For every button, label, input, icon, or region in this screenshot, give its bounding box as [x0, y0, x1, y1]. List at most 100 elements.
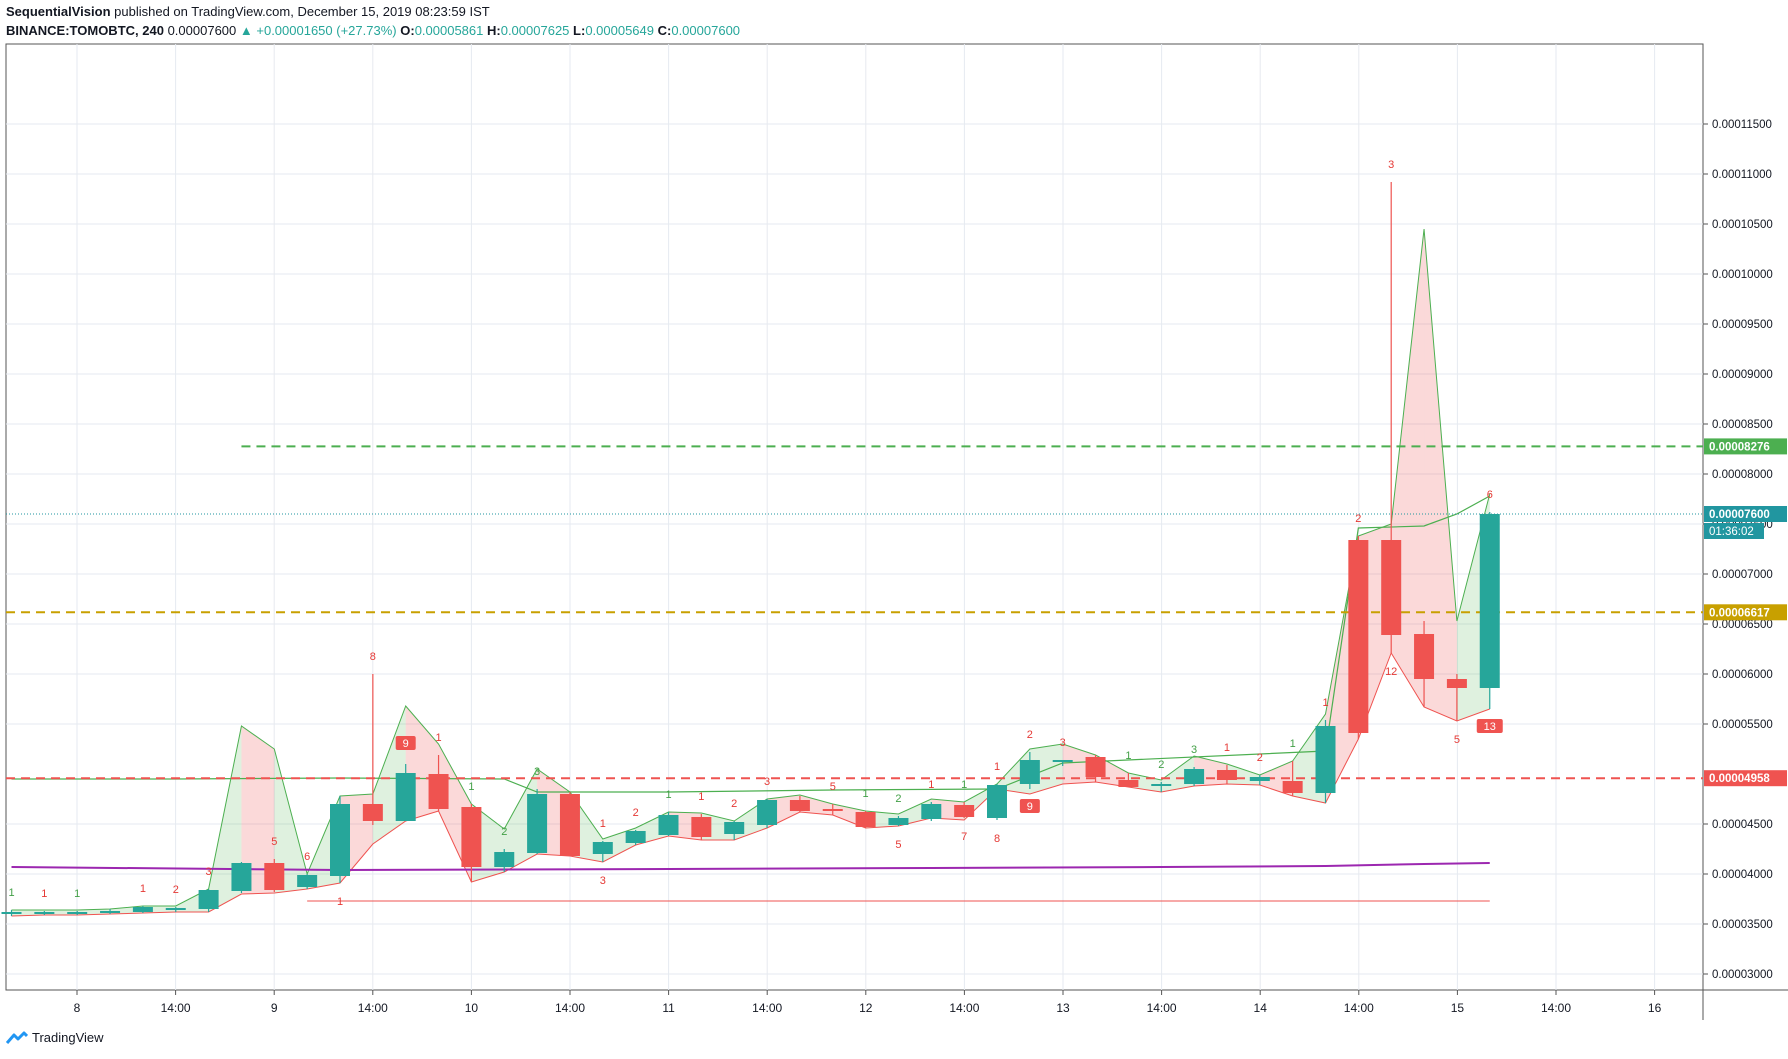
- setup-count: 2: [1158, 759, 1164, 771]
- setup-count: 2: [731, 798, 737, 810]
- setup-count: 3: [534, 766, 540, 778]
- x-tick-label: 12: [859, 1001, 873, 1015]
- footer-brand[interactable]: TradingView: [32, 1030, 104, 1045]
- candle: [132, 906, 153, 913]
- candle: [1184, 767, 1205, 786]
- x-tick-label: 11: [662, 1001, 675, 1015]
- low-value: 0.00005649: [585, 23, 654, 38]
- candle-body: [67, 912, 88, 914]
- countdown-bg: [1704, 523, 1764, 539]
- candle-body: [165, 908, 186, 910]
- candle-body: [658, 815, 679, 835]
- setup-count: 6: [304, 851, 310, 863]
- candle-body: [789, 800, 810, 811]
- level-label: 0.00006617: [1709, 607, 1770, 619]
- y-tick-label: 0.00004000: [1712, 869, 1773, 881]
- candle: [1315, 720, 1336, 803]
- candle: [1118, 773, 1139, 787]
- candle: [592, 841, 613, 862]
- level-label: 0.00007600: [1709, 509, 1770, 521]
- high-value: 0.00007625: [500, 23, 570, 38]
- candle: [100, 909, 121, 914]
- candle-body: [1414, 634, 1435, 679]
- candle-body: [132, 907, 153, 912]
- setup-count: 2: [173, 884, 179, 896]
- candle-body: [559, 794, 580, 856]
- level-label-bg: [1704, 604, 1787, 621]
- candle: [1282, 761, 1303, 796]
- setup-count: 1: [928, 779, 934, 791]
- candle-body: [461, 807, 482, 867]
- candle-body: [264, 863, 285, 890]
- setup-count: 1: [1322, 697, 1328, 709]
- x-tick-label: 14:00: [949, 1001, 979, 1015]
- setup-count: 1: [435, 732, 441, 744]
- candle-body: [822, 809, 843, 811]
- plot-area: [5, 43, 1704, 991]
- candle-body: [888, 818, 909, 825]
- high-label: H:: [487, 23, 501, 38]
- candle-body: [855, 812, 876, 827]
- trend-line: [11, 495, 1491, 793]
- setup-count: 2: [895, 793, 901, 805]
- y-tick-label: 0.00010000: [1712, 269, 1773, 281]
- candle: [1446, 674, 1467, 721]
- setup-count: 2: [501, 826, 507, 838]
- open-value: 0.00005861: [414, 23, 484, 38]
- x-tick-label: 14:00: [1541, 1001, 1571, 1015]
- setup-count: 1: [600, 818, 606, 830]
- setup-count: 12: [1385, 666, 1397, 678]
- candle: [888, 816, 909, 826]
- setup-count: 1: [1290, 738, 1296, 750]
- candle-body: [1151, 784, 1172, 786]
- candle: [724, 821, 745, 840]
- lower-band-line: [11, 651, 1490, 917]
- setup-count: 1: [337, 896, 343, 908]
- symbol-line: BINANCE:TOMOBTC, 240 0.00007600 ▲ +0.000…: [6, 23, 740, 39]
- y-tick-label: 0.00003500: [1712, 919, 1773, 931]
- candle-body: [1282, 781, 1303, 793]
- level-label: 0.00008276: [1709, 441, 1770, 453]
- candle-body: [724, 822, 745, 834]
- candle: [921, 802, 942, 821]
- candle: [625, 830, 646, 845]
- countdown-label: 01:36:02: [1709, 526, 1754, 538]
- setup-count: 1: [994, 761, 1000, 773]
- candle: [1414, 621, 1435, 707]
- author-name[interactable]: SequentialVision: [6, 4, 111, 19]
- candle-body: [330, 804, 350, 876]
- y-tick-label: 0.00003000: [1712, 969, 1773, 981]
- x-tick-label: 14:00: [752, 1001, 782, 1015]
- candle-body: [987, 785, 1007, 818]
- setup-count: 2: [1257, 752, 1263, 764]
- candle-body: [34, 912, 55, 914]
- setup-count: 1: [468, 781, 474, 793]
- candle-body: [362, 804, 383, 821]
- setup-count: 3: [1191, 744, 1197, 756]
- candle-body: [625, 831, 646, 843]
- candle: [1052, 760, 1073, 766]
- candle-body: [1249, 777, 1270, 781]
- x-tick-label: 14:00: [161, 1001, 191, 1015]
- sequential-badge-label: 9: [403, 738, 409, 750]
- candle: [428, 755, 449, 811]
- x-tick-label: 13: [1056, 1001, 1070, 1015]
- candle-body: [1019, 760, 1040, 784]
- setup-count: 8: [994, 833, 1000, 845]
- tradingview-logo-icon[interactable]: [6, 1031, 28, 1045]
- x-tick-label: 8: [74, 1001, 81, 1015]
- moving-average-line: [11, 862, 1490, 872]
- sequential-badge: [1019, 799, 1040, 813]
- candle: [395, 764, 416, 821]
- setup-count: 1: [698, 791, 704, 803]
- candle-body: [395, 773, 416, 821]
- candle: [855, 811, 876, 828]
- candle-body: [757, 800, 778, 825]
- setup-count: 5: [1454, 734, 1460, 746]
- setup-count: 1: [665, 789, 671, 801]
- candle-body: [1479, 514, 1500, 688]
- x-tick-label: 14:00: [358, 1001, 388, 1015]
- candle: [822, 804, 843, 815]
- chart-header: SequentialVision published on TradingVie…: [6, 4, 740, 39]
